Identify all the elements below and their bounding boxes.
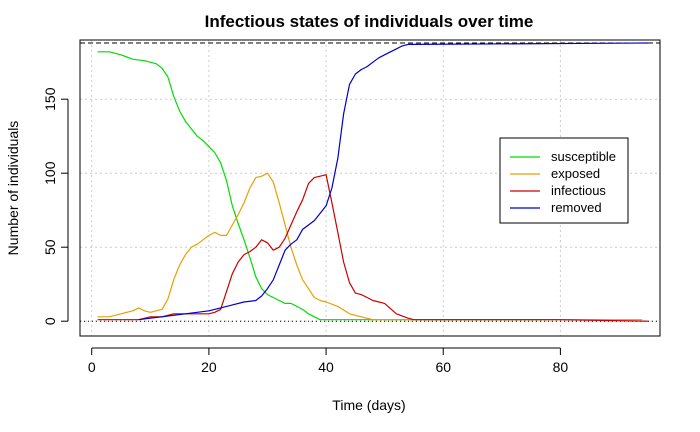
chart-title: Infectious states of individuals over ti… — [205, 12, 534, 31]
series-line-infectious — [97, 174, 649, 322]
legend: susceptible exposed infectious removed — [499, 137, 629, 224]
y-axis-label: Number of individuals — [5, 121, 21, 256]
x-axis-label: Time (days) — [332, 397, 405, 413]
legend-box — [499, 137, 629, 224]
plot-frame — [79, 39, 661, 337]
legend-label-removed: removed — [551, 200, 602, 215]
x-tick-label: 20 — [201, 359, 217, 375]
series-line-susceptible — [97, 51, 543, 321]
legend-label-infectious: infectious — [551, 183, 606, 198]
x-tick-label: 0 — [88, 359, 96, 375]
y-axis: 0 50 100 150 — [42, 87, 69, 325]
x-tick-label: 60 — [435, 359, 451, 375]
x-tick-label: 80 — [553, 359, 569, 375]
legend-label-exposed: exposed — [551, 166, 600, 181]
legend-label-susceptible: susceptible — [551, 149, 616, 164]
x-axis: 0 20 40 60 80 — [88, 347, 569, 375]
series-lines — [97, 42, 649, 322]
y-tick-label: 100 — [42, 161, 58, 185]
y-tick-label: 0 — [42, 317, 58, 325]
y-tick-label: 150 — [42, 87, 58, 111]
series-line-removed — [138, 42, 649, 321]
x-tick-label: 40 — [318, 359, 334, 375]
y-tick-label: 50 — [42, 239, 58, 255]
series-line-exposed — [97, 172, 643, 321]
